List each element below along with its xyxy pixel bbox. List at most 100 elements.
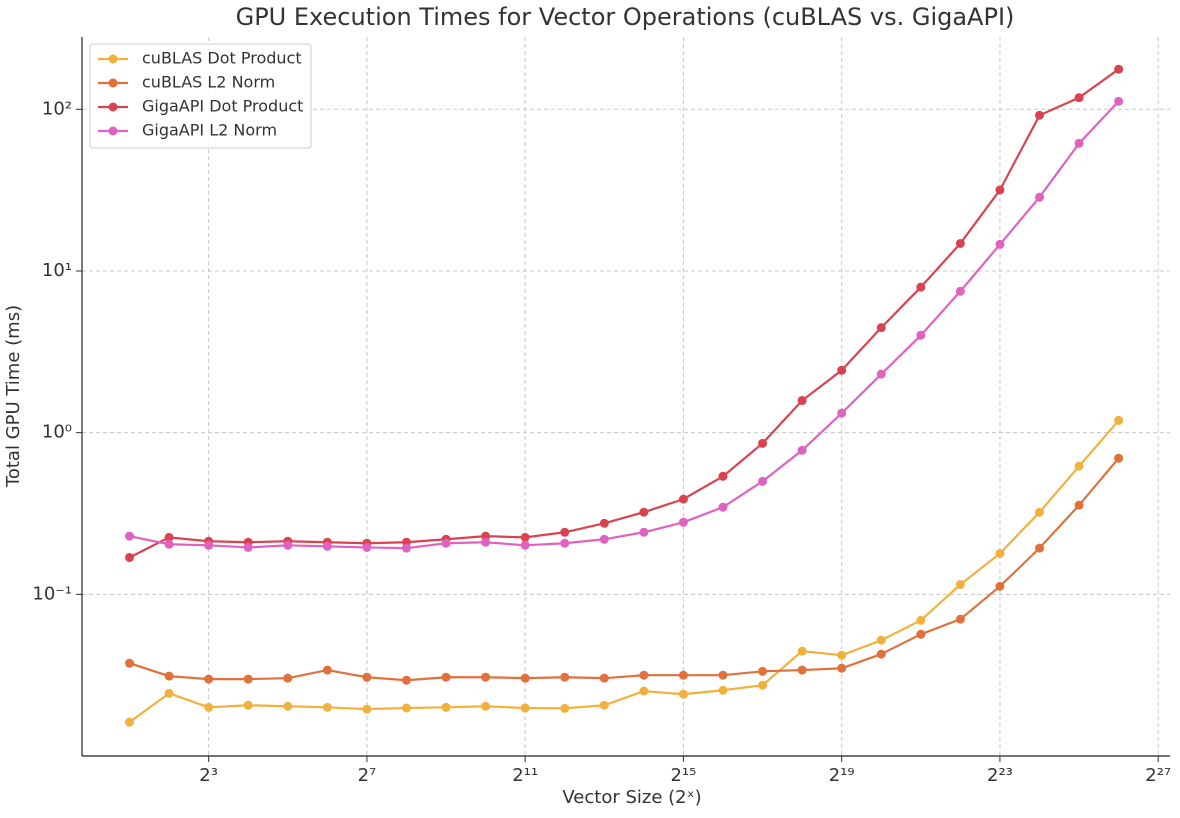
data-point [401,703,411,713]
legend-label: cuBLAS L2 Norm [142,73,275,92]
series-line [129,457,1120,682]
y-axis-label: Total GPU Time (ms) [3,305,24,488]
data-point [441,672,451,682]
data-point [164,532,174,542]
data-point [599,518,609,528]
data-point [204,674,214,684]
x-axis-label: Vector Size (2ˣ) [562,787,701,808]
data-point [560,703,570,713]
data-point [639,527,649,537]
data-point [1074,461,1084,471]
data-point [243,542,253,552]
data-point [837,663,847,673]
data-point [1114,415,1124,425]
data-point [441,702,451,712]
data-point [955,238,965,248]
legend-marker [108,102,118,112]
y-tick-label: 10¹ [42,260,72,281]
data-point [718,502,728,512]
y-tick-label: 10⁰ [42,422,72,443]
data-point [678,670,688,680]
data-point [995,185,1005,195]
data-point [955,614,965,624]
x-tick-label: 2²⁷ [1145,765,1171,786]
data-point [283,540,293,550]
chart-title: GPU Execution Times for Vector Operation… [236,3,1015,31]
data-point [837,365,847,375]
data-point [125,658,135,668]
x-tick-label: 2¹¹ [512,765,538,786]
legend-marker [108,54,118,64]
series-line [128,419,1120,724]
data-point [125,531,135,541]
x-tick-label: 2³ [199,765,218,786]
data-point [520,703,530,713]
legend-label: GigaAPI L2 Norm [142,121,277,140]
data-point [916,282,926,292]
data-point [797,396,807,406]
data-point [362,672,372,682]
data-point [1035,507,1045,517]
data-point [1114,96,1124,106]
legend-marker [108,126,118,136]
x-tick-label: 2²³ [987,765,1013,786]
data-point [797,646,807,656]
data-point [995,548,1005,558]
data-point [995,581,1005,591]
data-point [1114,64,1124,74]
data-point [520,540,530,550]
data-point [718,471,728,481]
data-point [204,540,214,550]
data-point [441,538,451,548]
data-point [718,685,728,695]
data-point [125,552,135,562]
data-point [797,445,807,455]
y-tick-label: 10⁻¹ [32,583,72,604]
x-tick-label: 2¹⁵ [670,765,696,786]
data-point [837,650,847,660]
data-point [599,700,609,710]
data-point [164,539,174,549]
legend-label: GigaAPI Dot Product [142,97,303,116]
data-point [758,476,768,486]
data-point [481,537,491,547]
data-point [639,670,649,680]
data-point [520,532,530,542]
data-point [401,543,411,553]
data-point [560,527,570,537]
data-point [520,673,530,683]
data-point [678,689,688,699]
data-point [876,649,886,659]
data-point [243,674,253,684]
data-point [1074,500,1084,510]
data-point [283,701,293,711]
data-point [758,680,768,690]
data-point [283,673,293,683]
data-point [599,534,609,544]
data-point [322,541,332,551]
data-point [481,672,491,682]
data-point [164,671,174,681]
data-point [916,615,926,625]
data-point [758,438,768,448]
legend-marker [108,78,118,88]
data-point [916,629,926,639]
data-point [164,688,174,698]
data-point [837,408,847,418]
data-point [995,239,1005,249]
x-tick-label: 2⁷ [358,765,377,786]
data-point [797,665,807,675]
data-point [876,369,886,379]
data-point [678,494,688,504]
data-point [1074,138,1084,148]
data-point [955,286,965,296]
legend-label: cuBLAS Dot Product [142,49,302,68]
data-point [876,323,886,333]
y-tick-label: 10² [42,98,72,119]
data-point [916,330,926,340]
data-point [1035,110,1045,120]
data-point [481,701,491,711]
data-point [1035,192,1045,202]
data-point [718,670,728,680]
